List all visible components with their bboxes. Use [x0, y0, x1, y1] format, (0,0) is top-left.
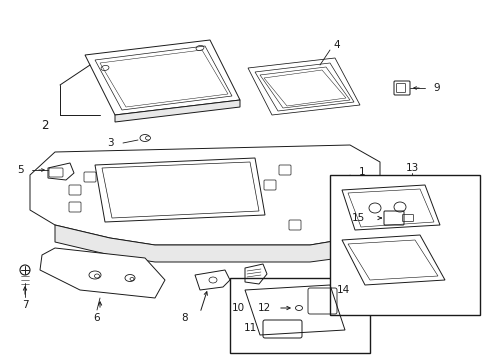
Polygon shape	[30, 145, 379, 245]
Ellipse shape	[145, 136, 150, 140]
Text: 2: 2	[41, 118, 49, 131]
Text: 14: 14	[336, 285, 349, 295]
Bar	[329, 175, 479, 315]
Text: 10: 10	[231, 303, 244, 313]
Text: 13: 13	[405, 163, 418, 173]
Polygon shape	[95, 158, 264, 222]
Text: 12: 12	[258, 303, 271, 313]
Text: 3: 3	[106, 138, 113, 148]
Text: 1: 1	[358, 167, 365, 177]
Text: 7: 7	[21, 300, 28, 310]
Text: 11: 11	[244, 323, 257, 333]
Text: 9: 9	[433, 83, 439, 93]
Polygon shape	[40, 248, 164, 298]
Text: 5: 5	[17, 165, 23, 175]
Text: 6: 6	[94, 313, 100, 323]
Polygon shape	[85, 40, 240, 115]
Polygon shape	[115, 100, 240, 122]
Text: 5: 5	[251, 315, 258, 325]
Text: 15: 15	[351, 213, 364, 223]
Bar	[229, 278, 369, 353]
Text: 8: 8	[182, 313, 188, 323]
Text: 4: 4	[333, 40, 340, 50]
Polygon shape	[55, 225, 379, 262]
